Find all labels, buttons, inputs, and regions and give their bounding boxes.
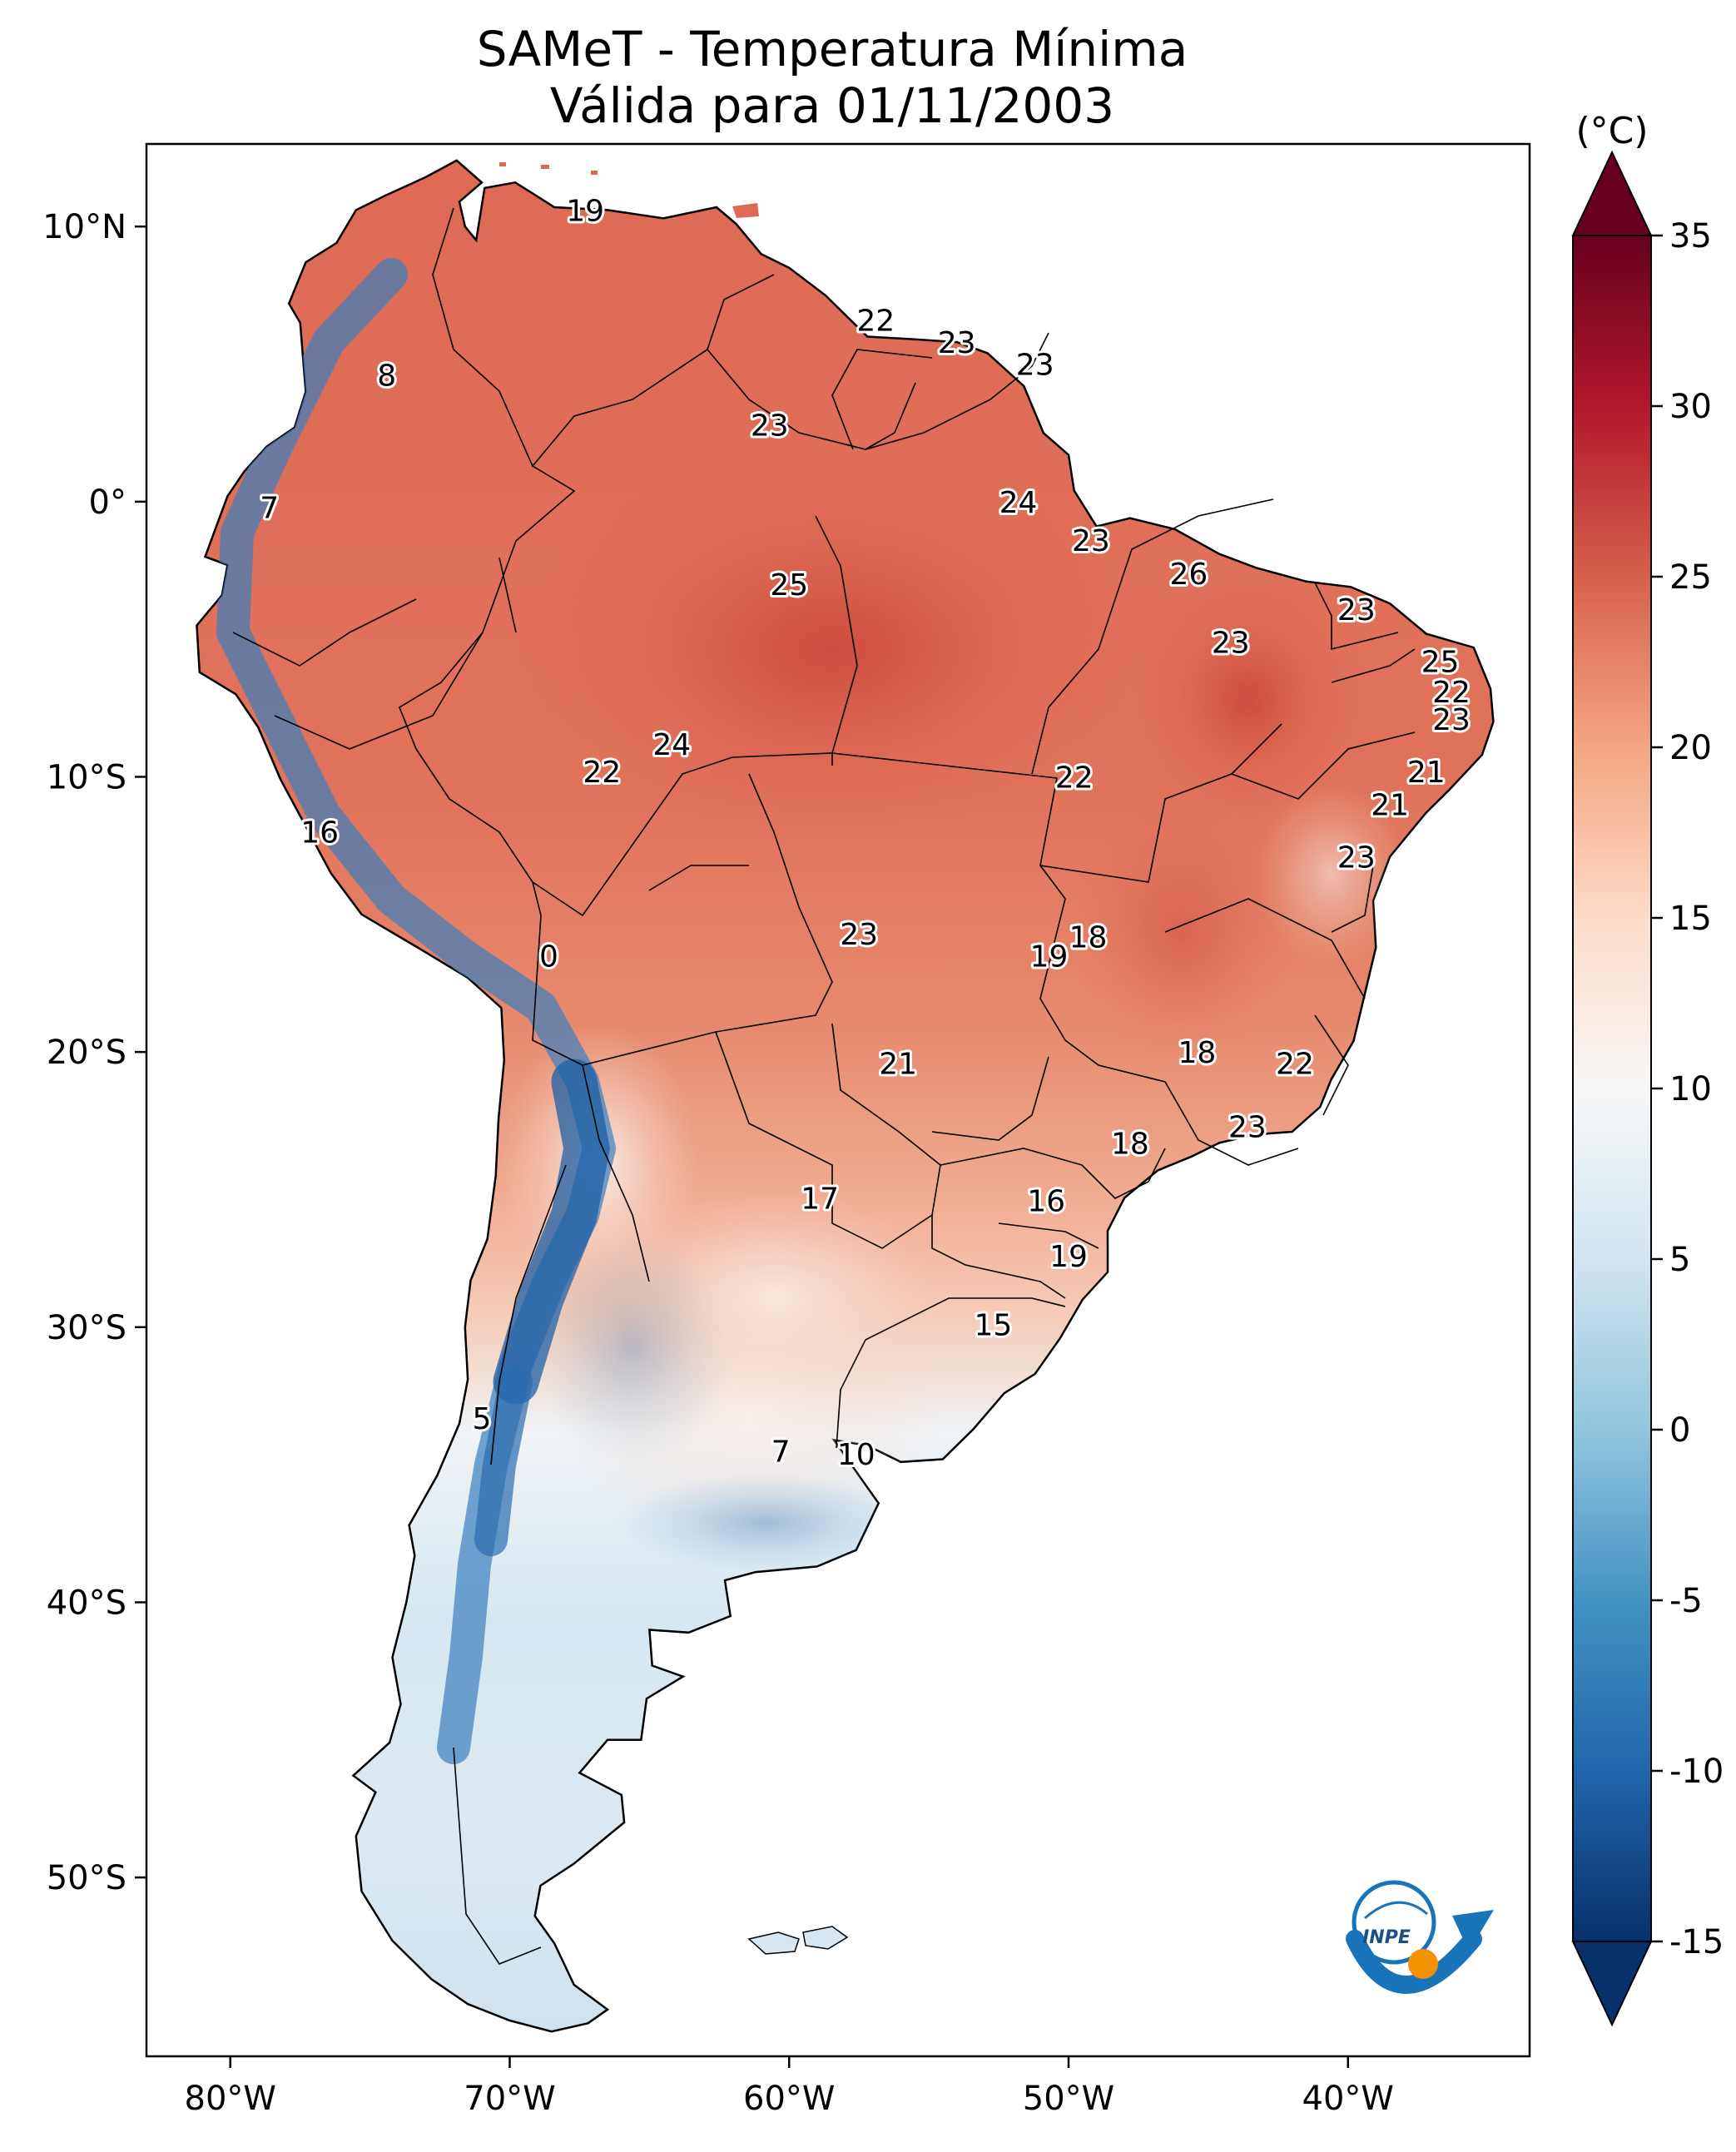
latitude-tick-label: 40°S bbox=[47, 1584, 126, 1622]
temperature-label: 23 bbox=[938, 326, 976, 360]
colorbar-extend-min bbox=[1571, 1941, 1653, 2027]
temperature-label: 19 bbox=[566, 194, 604, 228]
temperature-label: 26 bbox=[1169, 558, 1208, 592]
temperature-label: 18 bbox=[1069, 920, 1108, 955]
temperature-field-overlays bbox=[216, 258, 1406, 1764]
temperature-label: 15 bbox=[974, 1308, 1012, 1342]
temperature-label: 23 bbox=[1212, 626, 1250, 660]
temperature-label: 22 bbox=[1276, 1047, 1314, 1081]
colorbar-scale bbox=[1572, 235, 1652, 1942]
temperature-label: 10 bbox=[837, 1438, 875, 1472]
temperature-label: 17 bbox=[801, 1182, 839, 1216]
temperature-label: 19 bbox=[1049, 1240, 1088, 1274]
temperature-label: 16 bbox=[300, 816, 339, 850]
colorbar-tick-label: 0 bbox=[1669, 1411, 1690, 1450]
colorbar-tick-label: 5 bbox=[1669, 1241, 1690, 1279]
colorbar-extend-max bbox=[1571, 150, 1653, 236]
colorbar-tick-label: -15 bbox=[1669, 1923, 1724, 1961]
latitude-tick-label: 0° bbox=[89, 483, 126, 522]
colorbar-ticks: 35 30 25 20 15 10 5 0 -5 -10 -15 bbox=[1651, 217, 1724, 1961]
longitude-tick-label: 60°W bbox=[743, 2080, 835, 2118]
map-subtitle: Válida para 01/11/2003 bbox=[549, 77, 1115, 134]
temperature-label: 25 bbox=[770, 568, 808, 602]
caribbean-islands bbox=[499, 162, 759, 218]
temperature-label: 25 bbox=[1421, 646, 1460, 680]
temperature-label: 21 bbox=[879, 1047, 917, 1081]
temperature-label: 7 bbox=[771, 1435, 791, 1470]
temperature-label: 21 bbox=[1407, 756, 1446, 790]
longitude-tick-label: 50°W bbox=[1023, 2080, 1114, 2118]
map-frame bbox=[145, 142, 1531, 2058]
colorbar: (°C) 35 30 25 20 15 10 5 0 -5 -10 -15 bbox=[1571, 110, 1724, 2027]
colorbar-tick-label: 25 bbox=[1669, 558, 1712, 597]
temperature-label: 23 bbox=[1432, 703, 1471, 737]
latitude-tick-label: 20°S bbox=[47, 1034, 126, 1072]
latitude-tick-label: 50°S bbox=[47, 1859, 126, 1897]
colorbar-tick-label: 30 bbox=[1669, 388, 1712, 426]
longitude-tick-label: 70°W bbox=[464, 2080, 555, 2118]
longitude-tick-label: 80°W bbox=[185, 2080, 276, 2118]
temperature-label: 19 bbox=[1030, 940, 1069, 974]
temperature-label: 23 bbox=[1072, 524, 1110, 558]
temperature-label: 23 bbox=[1228, 1110, 1267, 1144]
temperature-label: 23 bbox=[751, 409, 789, 443]
temperature-label: 18 bbox=[1178, 1036, 1217, 1070]
temperature-label: 24 bbox=[652, 728, 691, 762]
temperature-label: 18 bbox=[1111, 1127, 1149, 1161]
temperature-label: 23 bbox=[1016, 349, 1054, 383]
colorbar-unit-label: (°C) bbox=[1575, 110, 1648, 152]
temperature-label: 22 bbox=[583, 756, 621, 790]
latitude-tick-label: 10°N bbox=[42, 208, 126, 246]
colorbar-tick-label: 15 bbox=[1669, 900, 1712, 938]
south-america-landmass bbox=[196, 159, 1495, 2033]
temperature-label: 16 bbox=[1027, 1185, 1065, 1219]
longitude-tick-label: 40°W bbox=[1302, 2080, 1394, 2118]
temperature-label: 22 bbox=[856, 305, 895, 339]
temperature-label: 8 bbox=[377, 359, 396, 394]
latitude-ticks: 10°N 0° 10°S 20°S 30°S 40°S 50°S bbox=[42, 208, 146, 1897]
temperature-label: 23 bbox=[1337, 840, 1376, 875]
colorbar-tick-label: -10 bbox=[1669, 1753, 1724, 1791]
temperature-label: 22 bbox=[1432, 676, 1471, 710]
temperature-label: 7 bbox=[260, 491, 279, 525]
temperature-label: 0 bbox=[539, 940, 558, 974]
map-title: SAMeT - Temperatura Mínima bbox=[476, 21, 1188, 77]
temperature-label: 23 bbox=[840, 918, 878, 952]
latitude-tick-label: 10°S bbox=[47, 758, 126, 796]
colorbar-tick-label: 10 bbox=[1669, 1070, 1712, 1108]
temperature-label: 24 bbox=[999, 486, 1038, 520]
falkland-islands bbox=[747, 1926, 849, 1955]
latitude-tick-label: 30°S bbox=[47, 1309, 126, 1347]
colorbar-tick-label: -5 bbox=[1669, 1582, 1703, 1620]
colorbar-tick-label: 20 bbox=[1669, 729, 1712, 767]
inpe-logo-text: INPE bbox=[1362, 1927, 1411, 1948]
temperature-label: 23 bbox=[1337, 593, 1376, 627]
country-borders bbox=[232, 207, 1416, 1965]
temperature-label: 5 bbox=[472, 1402, 491, 1436]
temperature-label: 22 bbox=[1055, 761, 1094, 795]
inpe-logo: INPE bbox=[1346, 1880, 1494, 1994]
temperature-label: 21 bbox=[1371, 789, 1409, 823]
colorbar-tick-label: 35 bbox=[1669, 217, 1712, 255]
longitude-ticks: 80°W 70°W 60°W 50°W 40°W bbox=[185, 2056, 1394, 2118]
